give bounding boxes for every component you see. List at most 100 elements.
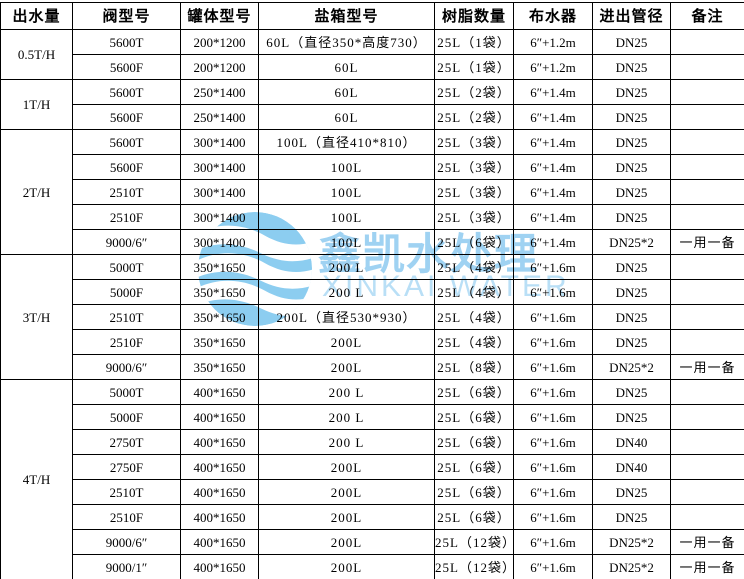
cell-valve: 9000/6″: [72, 529, 181, 555]
cell-resin: 25L（4袋）: [434, 279, 514, 305]
cell-brine: 200L: [258, 554, 435, 579]
cell-dist: 6″+1.6m: [513, 304, 593, 330]
cell-pipe: DN25: [592, 154, 671, 180]
cell-tank: 400*1650: [180, 454, 259, 480]
cell-resin: 25L（6袋）: [434, 379, 514, 405]
cell-tank: 300*1400: [180, 129, 259, 155]
cell-dist: 6″+1.4m: [513, 179, 593, 205]
cell-remark: 一用一备: [670, 229, 744, 255]
cell-remark: [670, 29, 744, 55]
cell-valve: 9000/6″: [72, 229, 181, 255]
cell-valve: 2510T: [72, 304, 181, 330]
cell-tank: 250*1400: [180, 79, 259, 105]
table-row: 9000/6″ 300*1400 100L 25L（6袋） 6″+1.4m DN25*2 一…: [1, 229, 744, 255]
table-row: 1T/H 5600T 250*1400 60L 25L（2袋） 6″+1.4m DN25: [0, 79, 744, 130]
cell-tank: 300*1400: [180, 179, 259, 205]
column-header-tank: 罐体型号: [180, 2, 259, 30]
cell-resin: 25L（1袋）: [434, 29, 514, 55]
cell-remark: [670, 429, 744, 455]
cell-brine: 100L: [258, 154, 435, 180]
cell-pipe: DN25: [592, 379, 671, 405]
cell-resin: 25L（6袋）: [434, 479, 514, 505]
flow-rate-cell: 1T/H: [0, 79, 73, 130]
cell-brine: 60L: [258, 54, 435, 80]
cell-dist: 6″+1.6m: [513, 254, 593, 280]
column-header-brine: 盐箱型号: [258, 2, 435, 30]
cell-brine: 200L: [258, 529, 435, 555]
cell-tank: 400*1650: [180, 504, 259, 530]
cell-resin: 25L（3袋）: [434, 179, 514, 205]
cell-pipe: DN25*2: [592, 354, 671, 380]
cell-remark: [670, 154, 744, 180]
table-row: 5600F 300*1400 100L 25L（3袋） 6″+1.4m DN25: [1, 154, 744, 180]
cell-resin: 25L（6袋）: [434, 429, 514, 455]
cell-pipe: DN25: [592, 329, 671, 355]
cell-dist: 6″+1.6m: [513, 379, 593, 405]
cell-dist: 6″+1.4m: [513, 229, 593, 255]
cell-remark: [670, 79, 744, 105]
cell-resin: 25L（2袋）: [434, 104, 514, 130]
cell-valve: 5000T: [72, 254, 181, 280]
cell-resin: 25L（2袋）: [434, 79, 514, 105]
cell-dist: 6″+1.6m: [513, 529, 593, 555]
cell-tank: 400*1650: [180, 429, 259, 455]
cell-pipe: DN25: [592, 179, 671, 205]
cell-remark: [670, 254, 744, 280]
cell-remark: [670, 479, 744, 505]
cell-dist: 6″+1.6m: [513, 429, 593, 455]
cell-dist: 6″+1.6m: [513, 354, 593, 380]
cell-tank: 400*1650: [180, 529, 259, 555]
cell-pipe: DN25*2: [592, 229, 671, 255]
cell-resin: 25L（3袋）: [434, 204, 514, 230]
cell-remark: [670, 179, 744, 205]
cell-remark: [670, 204, 744, 230]
cell-brine: 200L: [258, 354, 435, 380]
cell-resin: 25L（6袋）: [434, 504, 514, 530]
header-row: 出水量 阀型号 罐体型号 盐箱型号 树脂数量 布水器 进出管径 备注: [0, 2, 744, 30]
table-row: 5000F 400*1650 200 L 25L（6袋） 6″+1.6m DN25: [1, 404, 744, 430]
cell-remark: [670, 504, 744, 530]
cell-dist: 6″+1.6m: [513, 329, 593, 355]
cell-dist: 6″+1.4m: [513, 204, 593, 230]
cell-valve: 5600F: [72, 54, 181, 80]
cell-resin: 25L（6袋）: [434, 454, 514, 480]
table-row: 2510F 400*1650 200L 25L（6袋） 6″+1.6m DN25: [1, 504, 744, 530]
cell-brine: 100L: [258, 229, 435, 255]
cell-tank: 400*1650: [180, 379, 259, 405]
cell-remark: [670, 304, 744, 330]
cell-dist: 6″+1.4m: [513, 79, 593, 105]
cell-brine: 200 L: [258, 379, 435, 405]
cell-valve: 2510T: [72, 479, 181, 505]
table-body: 0.5T/H 5600T 200*1200 60L（直径350*高度730） 25L（1…: [0, 29, 744, 579]
cell-pipe: DN25: [592, 279, 671, 305]
cell-dist: 6″+1.4m: [513, 104, 593, 130]
cell-brine: 200 L: [258, 429, 435, 455]
table-row: 2T/H 5600T 300*1400 100L（直径410*810） 25L（3袋） 6…: [0, 129, 744, 255]
cell-valve: 5000F: [72, 279, 181, 305]
cell-valve: 5600T: [72, 29, 181, 55]
cell-valve: 5600T: [72, 79, 181, 105]
cell-remark: [670, 54, 744, 80]
cell-brine: 200 L: [258, 254, 435, 280]
cell-pipe: DN25: [592, 304, 671, 330]
table-row: 2510T 300*1400 100L 25L（3袋） 6″+1.4m DN25: [1, 179, 744, 205]
cell-pipe: DN25*2: [592, 529, 671, 555]
cell-brine: 200L: [258, 479, 435, 505]
cell-valve: 5000T: [72, 379, 181, 405]
flow-rate-cell: 3T/H: [0, 254, 73, 380]
table-row: 2510F 300*1400 100L 25L（3袋） 6″+1.4m DN25: [1, 204, 744, 230]
cell-dist: 6″+1.6m: [513, 454, 593, 480]
table-row: 0.5T/H 5600T 200*1200 60L（直径350*高度730） 25L（1…: [0, 29, 744, 80]
cell-tank: 300*1400: [180, 229, 259, 255]
cell-dist: 6″+1.6m: [513, 279, 593, 305]
cell-dist: 6″+1.4m: [513, 129, 593, 155]
cell-brine: 100L: [258, 179, 435, 205]
cell-pipe: DN25: [592, 79, 671, 105]
table-row: 2510T 400*1650 200L 25L（6袋） 6″+1.6m DN25: [1, 479, 744, 505]
cell-pipe: DN25: [592, 29, 671, 55]
cell-pipe: DN25: [592, 404, 671, 430]
table-row: 9000/6″ 350*1650 200L 25L（8袋） 6″+1.6m DN25*2 一…: [1, 354, 744, 380]
cell-resin: 25L（4袋）: [434, 304, 514, 330]
cell-tank: 350*1650: [180, 329, 259, 355]
